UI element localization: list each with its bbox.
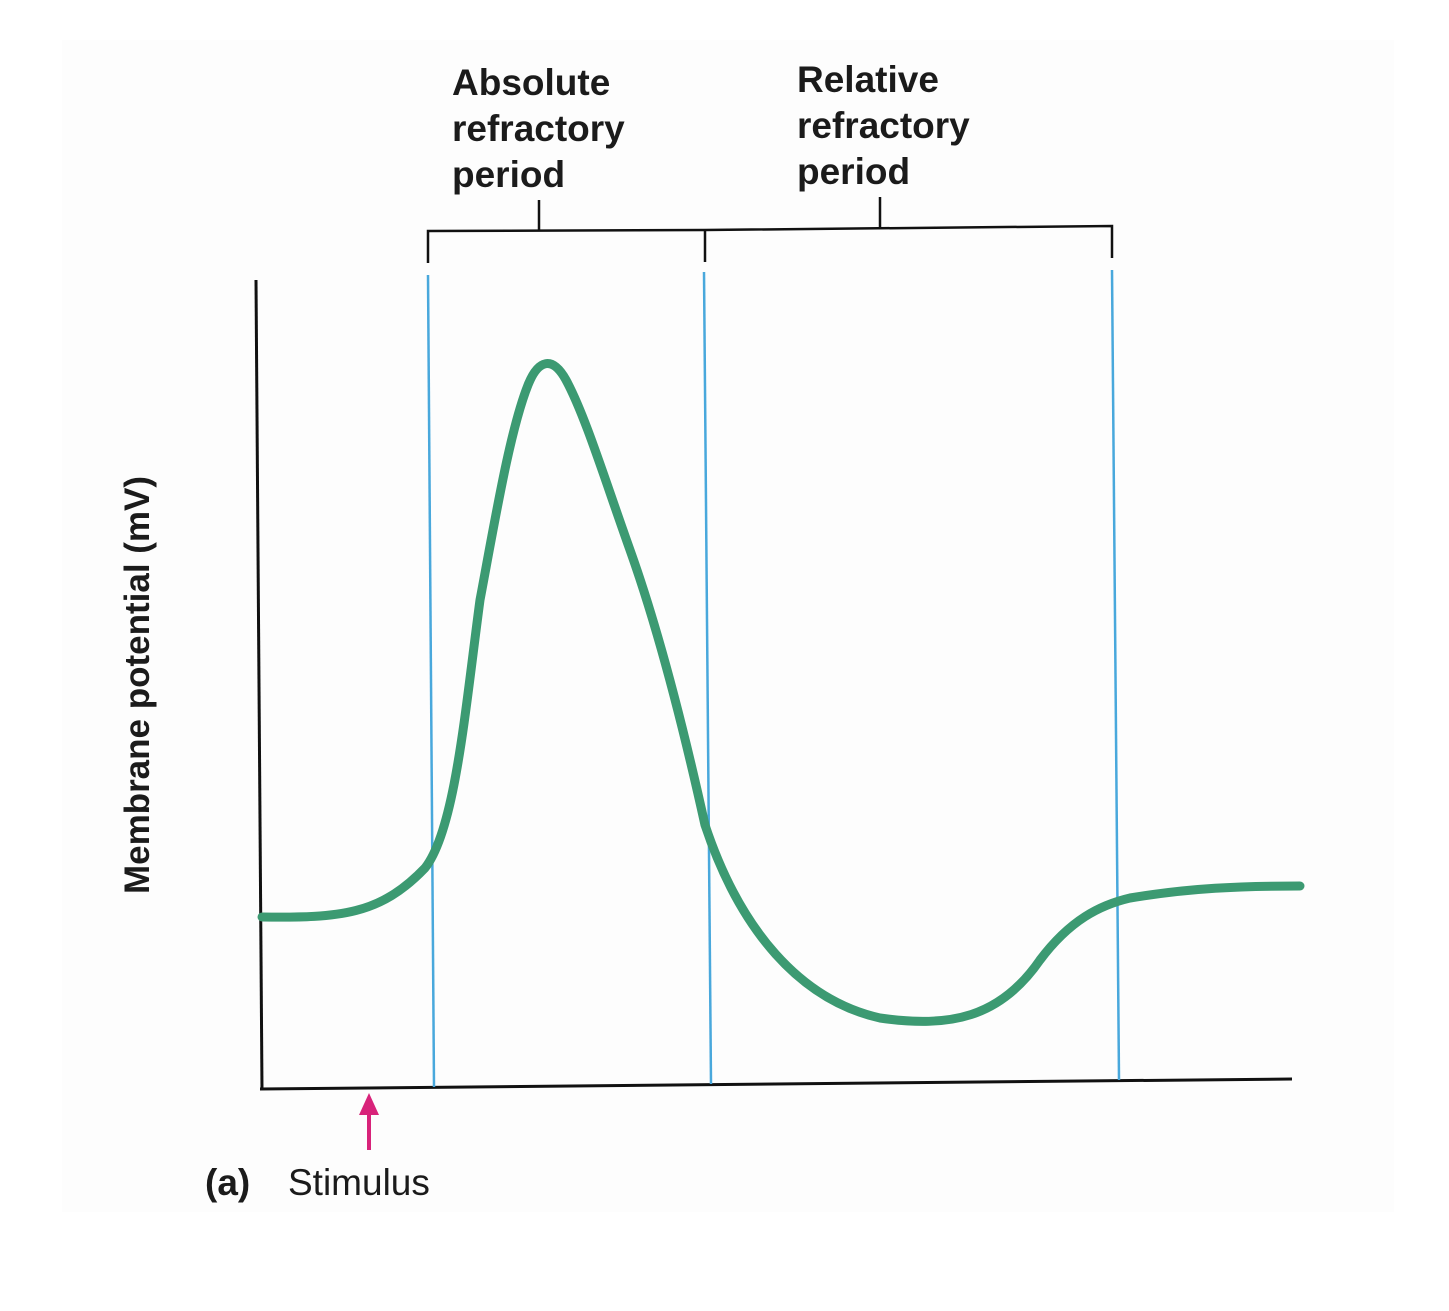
absolute-period-bracket: [426, 228, 706, 263]
absolute-period-end-line: [702, 271, 713, 1085]
relative-label-line: refractory: [797, 105, 970, 146]
diagram-panel: [62, 40, 1394, 1212]
up-arrow-icon: [359, 1093, 379, 1150]
period-brackets: [426, 197, 1114, 263]
stimulus-label: Stimulus: [288, 1162, 430, 1203]
relative-period-bracket: [704, 224, 1114, 258]
absolute-period-start-line: [426, 274, 436, 1088]
relative-refractory-period-label: Relative refractory period: [797, 57, 970, 195]
relative-period-end-line: [1110, 269, 1121, 1081]
absolute-label-line: refractory: [452, 108, 625, 149]
y-axis-label: Membrane potential (mV): [118, 475, 157, 895]
relative-label-line: Relative: [797, 59, 939, 100]
absolute-label-line: period: [452, 154, 566, 195]
panel-letter: (a): [205, 1162, 251, 1203]
relative-label-line: period: [797, 151, 911, 192]
x-axis: [259, 1077, 1293, 1091]
absolute-label-line: Absolute: [452, 62, 611, 103]
y-axis: [254, 279, 264, 1091]
action-potential-curve: [257, 359, 1305, 1026]
absolute-refractory-period-label: Absolute refractory period: [452, 60, 625, 198]
